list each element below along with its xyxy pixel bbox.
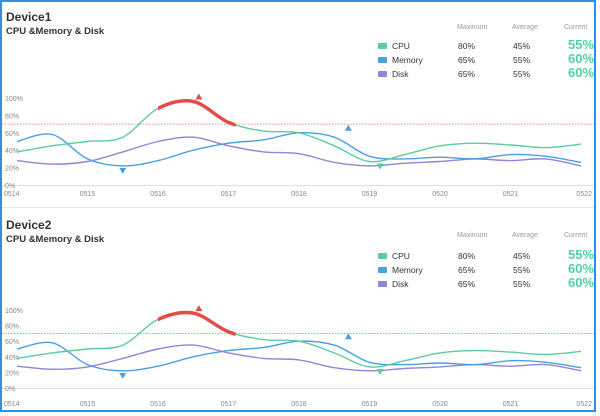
line-chart: 100% 80% 60% 40% 20% 0%0514 0515 0516 0517 0518 05… (2, 93, 594, 198)
legend-avg: 55% (513, 265, 531, 275)
x-tick-label: 0517 (221, 401, 237, 408)
legend-name: Memory (392, 265, 423, 275)
x-tick-label: 0520 (432, 401, 448, 408)
legend-max: 80% (458, 41, 476, 51)
series-line-memory (16, 340, 582, 372)
y-tick-label: 100% (5, 96, 23, 103)
legend: Maximum Average Current CPU 80% 45% 55% … (2, 210, 594, 300)
legend-avg: 45% (513, 251, 531, 261)
memory-swatch-icon (378, 57, 387, 63)
x-tick-label: 0518 (291, 401, 307, 408)
cpu-swatch-icon (378, 43, 387, 49)
y-tick-label: 20% (5, 370, 19, 377)
x-tick-label: 0515 (80, 191, 96, 198)
device-title: Device2 (6, 218, 52, 232)
legend-current: 60% (568, 275, 595, 290)
legend-avg: 55% (513, 279, 531, 289)
max-marker-icon (344, 333, 352, 340)
min-marker-icon (119, 167, 127, 174)
legend: Maximum Average Current CPU 80% 45% 55% … (2, 2, 594, 92)
legend-name: CPU (392, 41, 410, 51)
legend-name: Disk (392, 69, 409, 79)
legend-name: CPU (392, 251, 410, 261)
peak-highlight (158, 310, 236, 336)
min-marker-icon (376, 368, 384, 375)
legend-max: 65% (458, 55, 476, 65)
series-line-disk (16, 136, 582, 167)
x-tick-label: 0521 (503, 401, 519, 408)
min-marker-icon (119, 372, 127, 379)
y-tick-label: 100% (5, 308, 23, 315)
x-tick-label: 0521 (503, 191, 519, 198)
chart-subtitle: CPU &Memory & Disk (6, 234, 105, 245)
y-tick-label: 60% (5, 339, 19, 346)
x-tick-label: 0522 (576, 401, 592, 408)
legend-current: 60% (568, 261, 595, 276)
legend-header-average: Average (512, 232, 538, 239)
device-title: Device1 (6, 10, 52, 24)
y-tick-label: 60% (5, 131, 19, 138)
x-tick-label: 0516 (150, 401, 166, 408)
x-tick-label: 0515 (80, 401, 96, 408)
min-marker-icon (376, 163, 384, 170)
panel-divider (2, 207, 594, 208)
legend-header-maximum: Maximum (457, 24, 488, 31)
device-panel-2: Device2 CPU &Memory & Disk Maximum Avera… (2, 210, 594, 414)
line-chart: 100% 80% 60% 40% 20% 0% 0514 0515 0516 0517 0518 05… (2, 305, 594, 408)
x-tick-label: 0520 (432, 191, 448, 198)
legend-header-current: Current (564, 232, 588, 239)
max-marker-icon (195, 93, 203, 100)
y-tick-label: 20% (5, 166, 19, 173)
series-line-disk (16, 344, 582, 372)
max-marker-icon (195, 305, 203, 312)
series-line-memory (16, 132, 582, 167)
legend-max: 65% (458, 265, 476, 275)
legend-current: 55% (568, 247, 595, 262)
legend-current: 60% (568, 51, 595, 66)
legend-avg: 45% (513, 41, 531, 51)
cpu-swatch-icon (378, 253, 387, 259)
y-tick-label: 80% (5, 113, 19, 120)
legend-header-current: Current (564, 24, 588, 31)
device-panel-1: Device1 CPU &Memory & Disk Maximum Avera… (2, 2, 594, 206)
x-tick-label: 0519 (362, 191, 378, 198)
legend-avg: 55% (513, 69, 531, 79)
legend-header-average: Average (512, 24, 538, 31)
legend-name: Memory (392, 55, 423, 65)
x-tick-label: 0517 (221, 191, 237, 198)
x-tick-label: 0516 (150, 191, 166, 198)
chart-subtitle: CPU &Memory & Disk (6, 26, 105, 37)
x-tick-label: 0514 (4, 191, 20, 198)
legend-current: 55% (568, 37, 595, 52)
legend-header-maximum: Maximum (457, 232, 488, 239)
y-tick-label: 80% (5, 324, 19, 331)
max-marker-icon (344, 124, 352, 131)
series-line-cpu (16, 311, 582, 368)
x-tick-label: 0519 (362, 401, 378, 408)
legend-max: 65% (458, 279, 476, 289)
disk-swatch-icon (378, 71, 387, 77)
legend-name: Disk (392, 279, 409, 289)
memory-swatch-icon (378, 267, 387, 273)
y-tick-label: 40% (5, 355, 19, 362)
x-tick-label: 0522 (576, 191, 592, 198)
y-tick-label: 40% (5, 148, 19, 155)
x-tick-label: 0514 (4, 401, 20, 408)
legend-max: 65% (458, 69, 476, 79)
y-tick-label: 0% (5, 183, 15, 190)
peak-highlight (158, 99, 236, 127)
legend-avg: 55% (513, 55, 531, 65)
legend-max: 80% (458, 251, 476, 261)
series-line-cpu (16, 100, 582, 163)
legend-current: 60% (568, 65, 595, 80)
disk-swatch-icon (378, 281, 387, 287)
y-tick-label: 0% (5, 386, 15, 393)
x-tick-label: 0518 (291, 191, 307, 198)
